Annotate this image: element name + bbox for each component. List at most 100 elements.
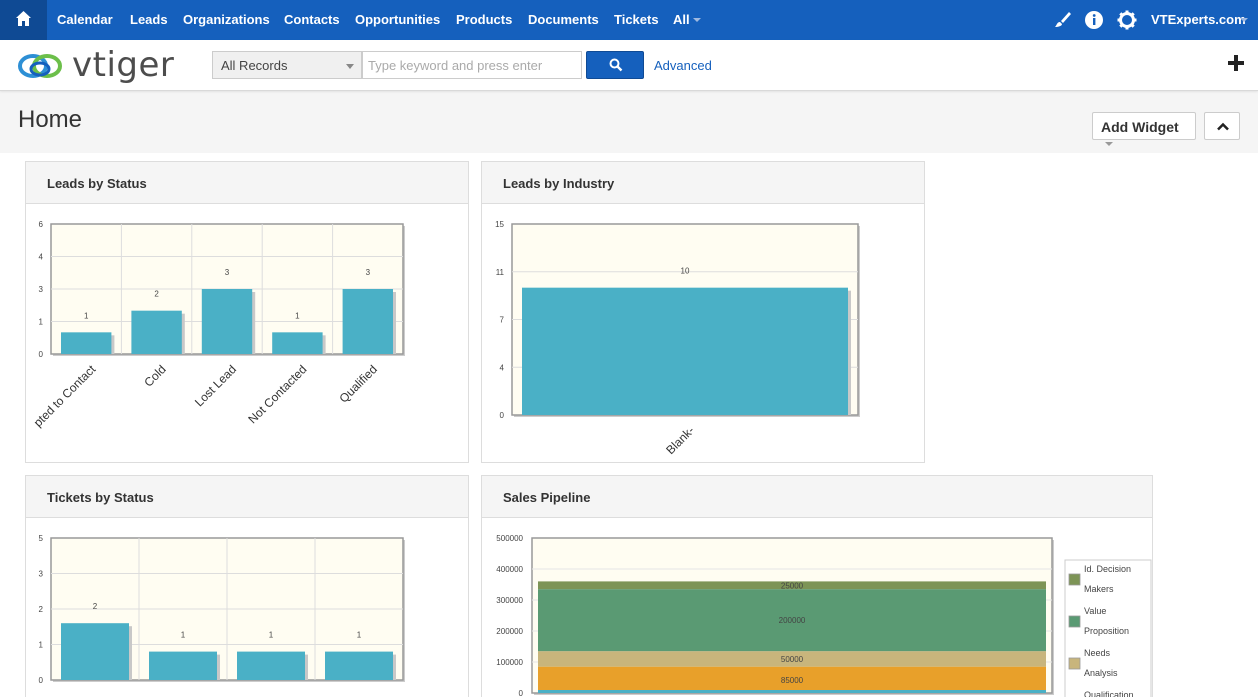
bar <box>325 651 393 680</box>
bar <box>149 651 217 680</box>
nav-item-contacts[interactable]: Contacts <box>284 12 340 27</box>
nav-item-all[interactable]: All <box>673 12 690 27</box>
gear-icon[interactable] <box>1117 10 1137 30</box>
widget-title: Leads by Industry <box>503 176 615 191</box>
legend-label: Analysis <box>1084 668 1118 678</box>
leads-by-industry-chart: 15 11 7 4 0 10 Blank- <box>495 220 860 457</box>
widget-header[interactable]: Leads by Industry <box>482 162 924 204</box>
legend-label: Proposition <box>1084 626 1129 636</box>
legend-label: Makers <box>1084 584 1114 594</box>
y-tick-label: 400000 <box>496 565 523 574</box>
y-tick-label: 0 <box>500 411 505 420</box>
y-tick-label: 200000 <box>496 627 523 636</box>
chevron-down-icon <box>346 64 354 69</box>
chevron-down-icon <box>1105 142 1113 147</box>
bar <box>237 651 305 680</box>
y-tick-label: 0 <box>519 689 524 697</box>
data-label: 10 <box>681 267 690 276</box>
y-tick-label: 4 <box>39 253 44 262</box>
user-menu-caret-icon[interactable] <box>1240 18 1248 22</box>
stacked-segment <box>538 581 1046 590</box>
vtiger-logo-icon[interactable] <box>17 48 73 84</box>
stacked-segment-base <box>538 690 1046 693</box>
nav-item-calendar[interactable]: Calendar <box>57 12 113 27</box>
legend-label: Id. Decision <box>1084 564 1131 574</box>
advanced-search-link[interactable]: Advanced <box>654 58 712 73</box>
user-menu[interactable]: VTExperts.com <box>1151 12 1246 27</box>
record-type-value: All Records <box>221 58 288 73</box>
widget-title: Tickets by Status <box>47 490 154 505</box>
search-input[interactable] <box>362 51 582 79</box>
nav-item-organizations[interactable]: Organizations <box>183 12 270 27</box>
data-label: 1 <box>295 311 300 320</box>
data-label: 50000 <box>781 655 804 664</box>
y-tick-label: 7 <box>500 316 505 325</box>
bar <box>342 289 393 354</box>
legend-label: Qualification <box>1084 690 1134 697</box>
nav-item-documents[interactable]: Documents <box>528 12 599 27</box>
add-widget-label: Add Widget <box>1101 119 1179 135</box>
widget-header[interactable]: Leads by Status <box>26 162 468 204</box>
data-label: 1 <box>269 631 274 640</box>
y-tick-label: 15 <box>495 220 504 229</box>
x-tick-label: pted to Contact <box>31 362 99 430</box>
y-tick-label: 100000 <box>496 658 523 667</box>
home-button[interactable] <box>0 0 47 40</box>
search-bar: vtiger All Records Advanced <box>0 40 1258 91</box>
data-label: 200000 <box>779 616 806 625</box>
legend-swatch <box>1068 615 1081 628</box>
data-label: 85000 <box>781 676 804 685</box>
bar <box>272 332 323 354</box>
widget-sales-pipeline: Sales Pipeline 500000 400000 300000 200000 1… <box>481 475 1153 697</box>
legend-swatch <box>1068 573 1081 586</box>
y-tick-label: 0 <box>39 676 44 685</box>
chevron-down-icon[interactable] <box>693 18 701 22</box>
x-tick-label: Qualified <box>337 362 380 405</box>
data-label: 2 <box>154 290 159 299</box>
data-label: 25000 <box>781 581 804 590</box>
y-tick-label: 3 <box>39 285 44 294</box>
info-icon[interactable] <box>1084 10 1104 30</box>
bar <box>201 289 253 354</box>
brush-icon[interactable] <box>1052 10 1072 30</box>
chevron-up-icon <box>1217 122 1229 131</box>
collapse-button[interactable] <box>1204 112 1240 140</box>
leads-by-status-chart: 6 4 3 1 0 1 pted to Contact 2 Cold 3 Lost Lead 1 Not… <box>31 220 405 430</box>
x-tick-label: Cold <box>141 362 168 389</box>
record-type-select[interactable]: All Records <box>212 51 362 79</box>
vtiger-logo-text[interactable]: vtiger <box>72 45 175 85</box>
widget-header[interactable]: Tickets by Status <box>26 476 468 518</box>
widget-title: Leads by Status <box>47 176 147 191</box>
stacked-segment <box>538 651 1046 667</box>
nav-item-tickets[interactable]: Tickets <box>614 12 659 27</box>
data-label: 3 <box>225 268 230 277</box>
y-tick-label: 1 <box>39 641 44 650</box>
quick-create-plus-icon[interactable] <box>1226 53 1246 73</box>
sales-pipeline-chart: 500000 400000 300000 200000 100000 0 85000 5000… <box>496 534 1152 697</box>
widget-leads-by-industry: Leads by Industry 15 11 7 4 0 10 Blank- <box>481 161 925 463</box>
y-tick-label: 300000 <box>496 596 523 605</box>
tickets-by-status-chart: 5 3 2 1 0 2 1 1 1 <box>39 534 405 685</box>
nav-item-leads[interactable]: Leads <box>130 12 168 27</box>
data-label: 1 <box>84 311 89 320</box>
y-tick-label: 5 <box>39 534 44 543</box>
widget-title: Sales Pipeline <box>503 490 591 505</box>
search-button[interactable] <box>586 51 644 79</box>
y-tick-label: 2 <box>39 605 44 614</box>
x-tick-label: Lost Lead <box>192 362 239 409</box>
add-widget-button[interactable]: Add Widget <box>1092 112 1196 147</box>
widget-leads-by-status: Leads by Status 6 4 3 1 0 1 pted to Contact 2 Co… <box>25 161 469 463</box>
x-tick-label: Blank- <box>663 423 697 457</box>
nav-item-opportunities[interactable]: Opportunities <box>355 12 441 27</box>
legend-label: Value <box>1084 606 1106 616</box>
y-tick-label: 3 <box>39 570 44 579</box>
y-tick-label: 500000 <box>496 534 523 543</box>
data-label: 1 <box>181 631 186 640</box>
nav-item-products[interactable]: Products <box>456 12 513 27</box>
data-label: 3 <box>366 268 371 277</box>
stacked-segment <box>538 589 1046 652</box>
y-tick-label: 1 <box>39 318 44 327</box>
y-tick-label: 4 <box>500 363 505 372</box>
top-navigation: Calendar Leads Organizations Contacts Opport… <box>0 0 1258 40</box>
widget-header[interactable]: Sales Pipeline <box>482 476 1152 518</box>
